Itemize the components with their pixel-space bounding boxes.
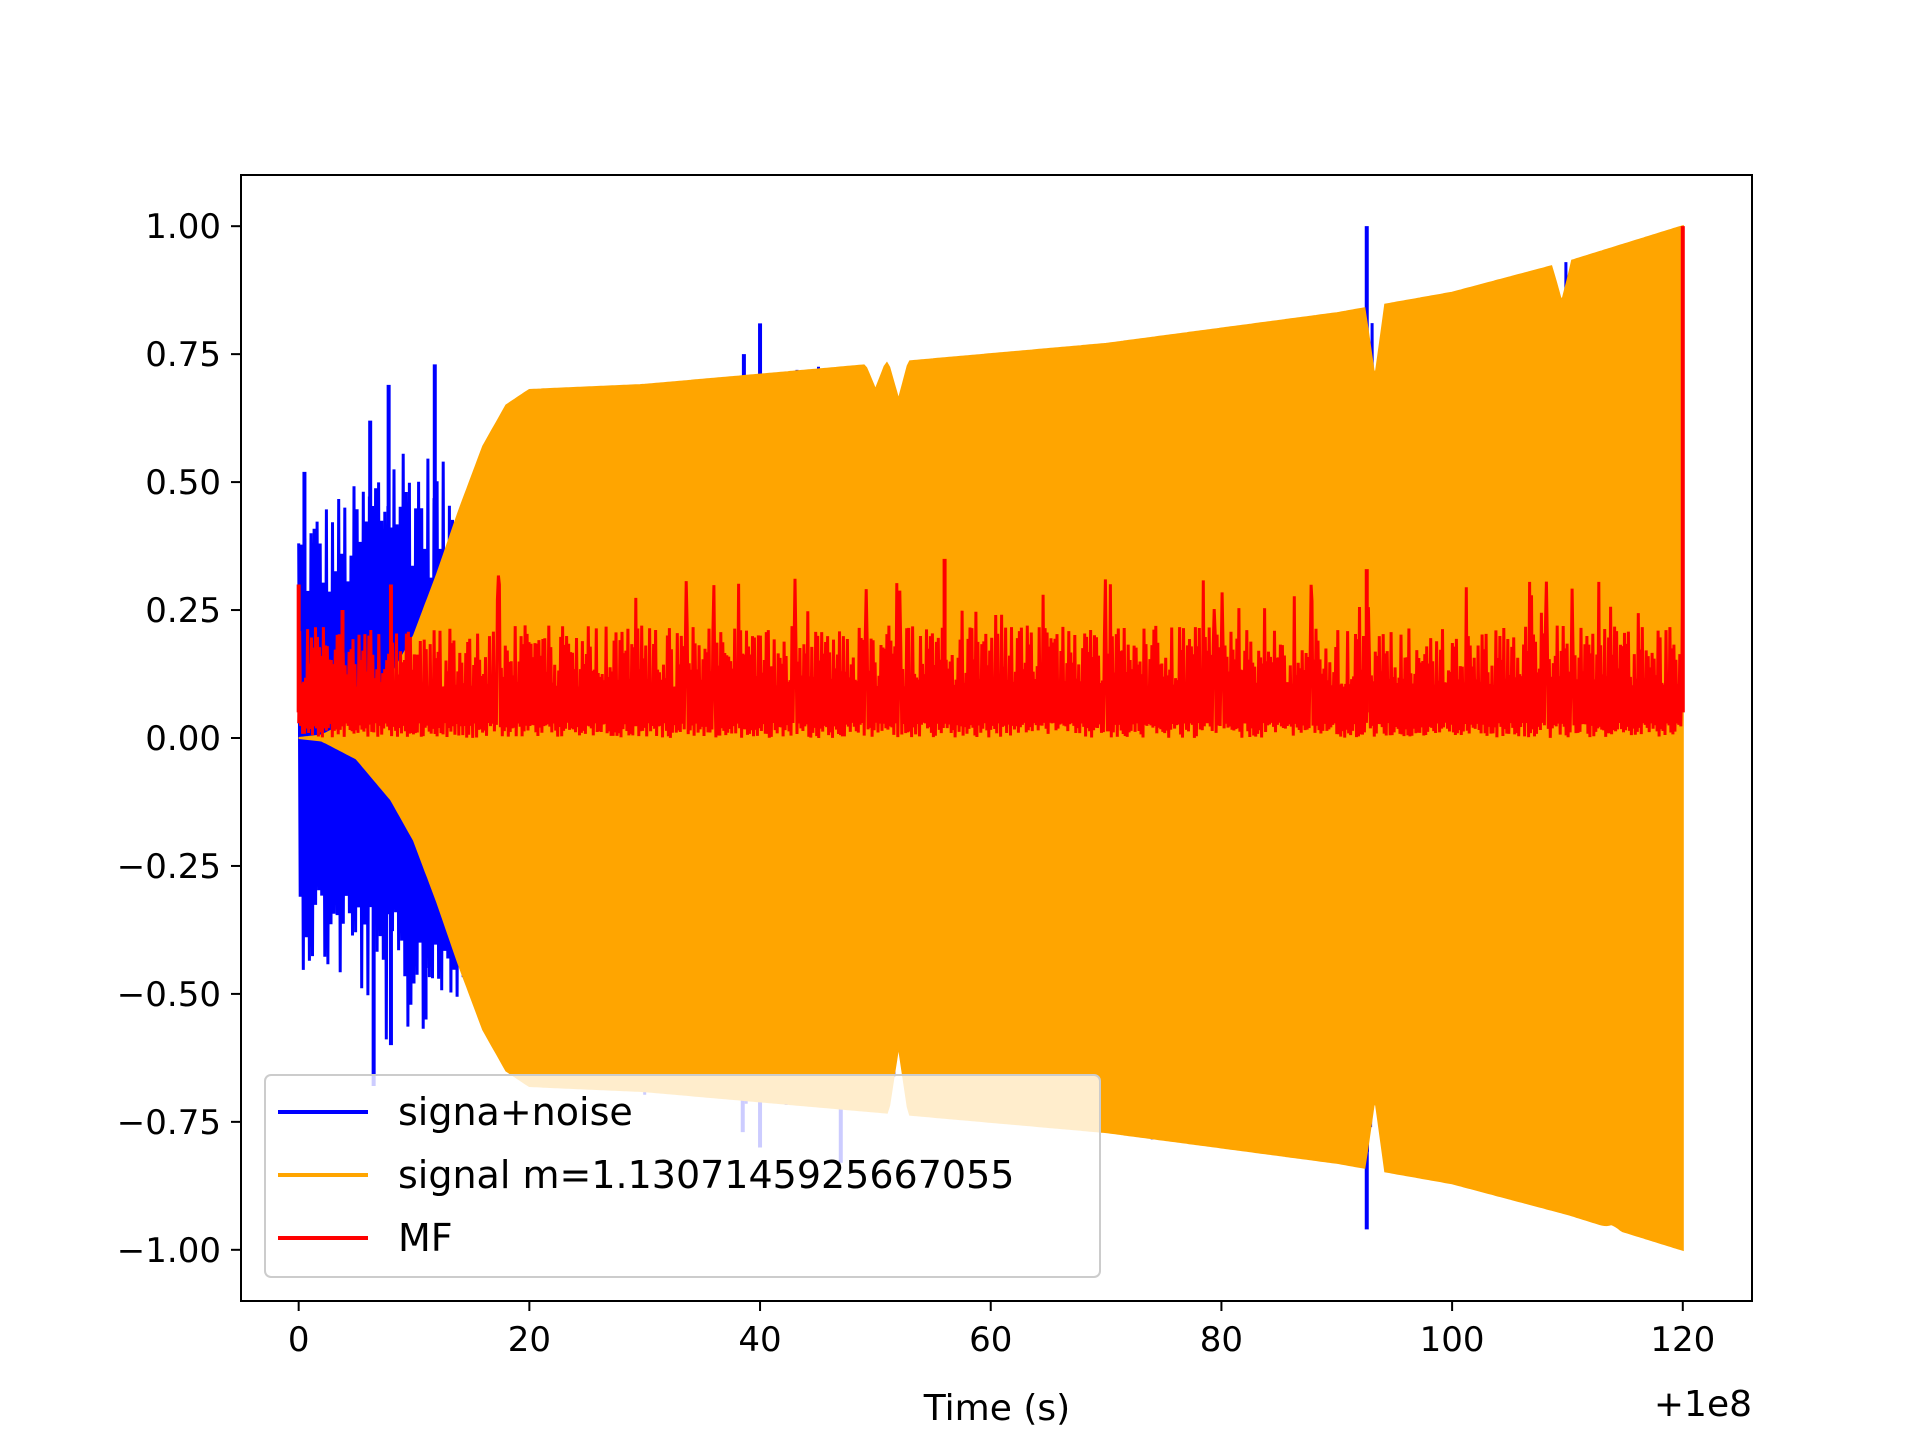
y-tick-label: −0.50: [117, 975, 221, 1015]
x-tick-label: 20: [508, 1320, 551, 1360]
mf-line: [297, 575, 1685, 739]
y-tick-label: 1.00: [145, 207, 221, 247]
legend-label: signa+noise: [398, 1090, 633, 1134]
x-axis: 0 20 40 60 80 100 120: [288, 1301, 1715, 1360]
x-tick-label: 40: [738, 1320, 781, 1360]
y-tick-label: 0.25: [145, 591, 221, 631]
y-tick-label: 0.00: [145, 719, 221, 759]
y-tick-label: −0.25: [117, 847, 221, 887]
y-tick-label: −1.00: [117, 1231, 221, 1271]
x-tick-label: 80: [1200, 1320, 1243, 1360]
legend-box: [264, 1074, 1101, 1278]
y-tick-label: −0.75: [117, 1103, 221, 1143]
x-axis-offset-label: +1e8: [1654, 1384, 1752, 1425]
x-tick-label: 60: [969, 1320, 1012, 1360]
plot-area: [296, 224, 1685, 1252]
x-tick-label: 0: [288, 1320, 310, 1360]
x-tick-label: 120: [1650, 1320, 1715, 1360]
y-axis: 1.00 0.75 0.50 0.25 0.00 −0.25 −0.50 −0.75 −1.00: [117, 207, 241, 1271]
legend: signa+noise signal m=1.1307145925667055 MF: [264, 1074, 1101, 1278]
y-tick-label: 0.75: [145, 335, 221, 375]
x-tick-label: 100: [1420, 1320, 1485, 1360]
legend-label: signal m=1.1307145925667055: [398, 1153, 1014, 1197]
y-tick-label: 0.50: [145, 463, 221, 503]
legend-label: MF: [398, 1216, 453, 1260]
series-mf: [296, 226, 1685, 739]
x-axis-label: Time (s): [923, 1388, 1070, 1429]
